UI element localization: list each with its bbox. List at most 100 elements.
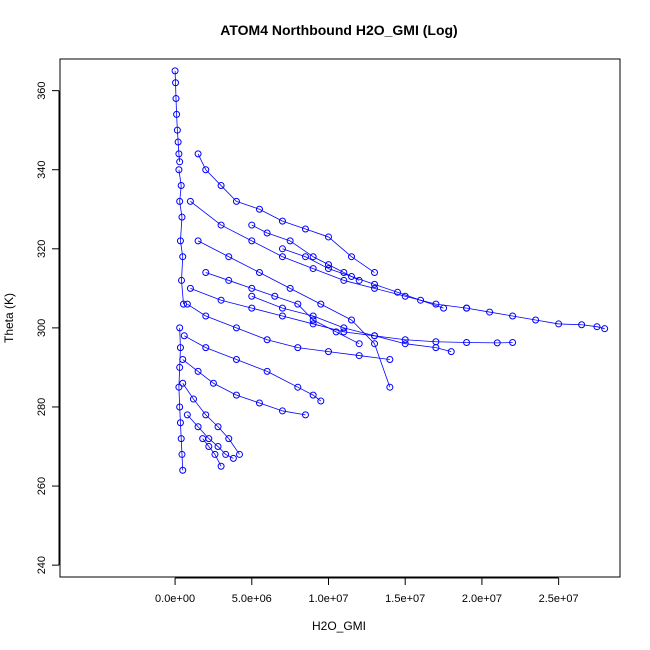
- trajectory-segment: [397, 291, 421, 301]
- data-point: [232, 356, 240, 364]
- trajectory-segment: [236, 200, 260, 210]
- trajectory-segment: [251, 307, 283, 317]
- data-point: [174, 138, 182, 146]
- trajectory-segment: [297, 303, 314, 321]
- y-tick-label: 320: [36, 240, 48, 258]
- trajectory-segment: [320, 303, 352, 321]
- trajectory-segment: [259, 402, 283, 412]
- data-point: [371, 340, 379, 348]
- trajectory-segment: [351, 276, 375, 285]
- trajectory-segment: [305, 256, 329, 269]
- data-point: [555, 320, 563, 328]
- data-point: [278, 407, 286, 415]
- data-point: [348, 253, 356, 261]
- data-point: [509, 339, 517, 347]
- y-tick-label: 260: [36, 477, 48, 495]
- data-point: [355, 352, 363, 360]
- data-point: [183, 300, 191, 308]
- data-point: [593, 323, 601, 331]
- trajectory-segment: [217, 446, 226, 455]
- chart-title: ATOM4 Northbound H2O_GMI (Log): [220, 22, 457, 38]
- data-point: [229, 454, 237, 462]
- data-points: [171, 67, 609, 474]
- data-point: [217, 182, 225, 190]
- trajectory-segment: [266, 232, 291, 242]
- trajectory-segment: [205, 347, 237, 360]
- data-point: [278, 312, 286, 320]
- data-point: [371, 332, 379, 340]
- data-point: [178, 213, 186, 221]
- data-point: [332, 328, 340, 336]
- data-point: [205, 443, 213, 451]
- trajectory-segment: [180, 438, 183, 455]
- trajectory-segment: [236, 327, 268, 341]
- data-point: [211, 450, 219, 458]
- data-point: [232, 197, 240, 205]
- trajectory-segment: [596, 326, 605, 330]
- data-point: [278, 304, 286, 312]
- data-point: [463, 304, 471, 312]
- data-point: [176, 344, 184, 352]
- data-point: [172, 79, 180, 87]
- trajectory-segment: [558, 323, 582, 326]
- data-point: [214, 423, 222, 431]
- data-point: [248, 221, 256, 229]
- trajectory-segment: [190, 201, 222, 226]
- data-point: [532, 316, 540, 324]
- trajectory-segment: [205, 315, 237, 329]
- trajectory-segment: [374, 335, 406, 345]
- data-point: [178, 450, 186, 458]
- trajectory-segment: [197, 240, 229, 258]
- trajectory-segment: [176, 130, 179, 143]
- trajectory-segment: [220, 185, 237, 202]
- trajectory-segment: [217, 426, 230, 439]
- data-point: [263, 367, 271, 375]
- trajectory-segment: [374, 287, 406, 297]
- trajectory-segment: [251, 295, 283, 309]
- trajectory-segment: [225, 454, 234, 459]
- trajectory-segment: [466, 307, 490, 313]
- x-tick-label: 5.0e+06: [232, 593, 272, 605]
- data-point: [248, 237, 256, 245]
- data-point: [309, 312, 317, 320]
- data-point: [194, 237, 202, 245]
- data-point: [301, 411, 309, 419]
- data-point: [440, 304, 448, 312]
- data-point: [509, 312, 517, 320]
- data-point: [194, 367, 202, 375]
- data-point: [340, 324, 348, 332]
- data-point: [348, 316, 356, 324]
- data-point: [493, 339, 501, 347]
- data-point: [271, 292, 279, 300]
- data-point: [278, 253, 286, 261]
- data-point: [180, 300, 188, 308]
- data-point: [317, 397, 325, 405]
- x-tick-label: 1.0e+07: [308, 593, 348, 605]
- trajectory-segment: [335, 331, 360, 345]
- trajectory-segment: [190, 287, 222, 301]
- trajectory-segment: [251, 240, 283, 258]
- trajectory-segment: [282, 256, 314, 269]
- trajectory-segment: [313, 268, 344, 281]
- trajectory-segment: [282, 220, 306, 230]
- trajectory-segment: [435, 303, 467, 309]
- y-tick-label: 340: [36, 161, 48, 179]
- data-point: [232, 324, 240, 332]
- data-point: [263, 229, 271, 237]
- data-point: [179, 466, 187, 474]
- trajectory-segment: [289, 287, 322, 305]
- data-point: [324, 265, 332, 273]
- data-point: [348, 272, 356, 280]
- data-point: [179, 379, 187, 387]
- trajectory-segment: [208, 438, 219, 447]
- trajectory-segment: [187, 303, 206, 317]
- trajectory-segment: [374, 343, 391, 388]
- data-point: [278, 245, 286, 253]
- data-point: [179, 253, 187, 261]
- y-axis: 240 260 280 300 320 340 360: [36, 81, 60, 574]
- data-point: [225, 435, 233, 443]
- x-axis-label: H2O_GMI: [312, 619, 366, 633]
- y-tick-label: 360: [36, 81, 48, 99]
- trajectory-segment: [181, 280, 184, 305]
